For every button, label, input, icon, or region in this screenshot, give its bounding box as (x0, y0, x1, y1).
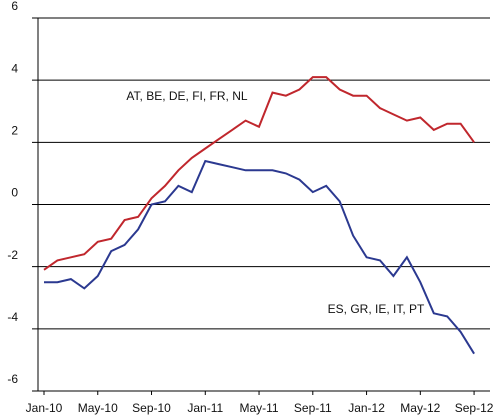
y-tick-label: 6 (11, 0, 18, 13)
x-tick-label: Sep-10 (132, 401, 171, 415)
y-tick-label: -2 (7, 248, 18, 262)
x-tick-label: Jan-11 (187, 401, 223, 415)
x-tick-label: May-10 (78, 401, 118, 415)
series-label: AT, BE, DE, FI, FR, NL (126, 89, 247, 103)
series-line (44, 159, 475, 355)
series-label: ES, GR, IE, IT, PT (328, 302, 425, 316)
x-tick-label: Jan-12 (348, 401, 385, 415)
y-tick-label: 2 (11, 124, 18, 138)
x-tick-label: May-11 (239, 401, 278, 415)
y-tick-label: 4 (11, 61, 18, 75)
y-tick-label: -6 (7, 372, 18, 386)
y-tick-label: 0 (11, 186, 18, 200)
x-tick-label: Jan-10 (26, 401, 63, 415)
y-tick-label: -4 (7, 310, 18, 324)
x-tick-label: May-12 (400, 401, 440, 415)
x-tick-label: Sep-12 (455, 401, 494, 415)
series-line (43, 76, 475, 271)
x-tick-label: Sep-11 (294, 401, 332, 415)
